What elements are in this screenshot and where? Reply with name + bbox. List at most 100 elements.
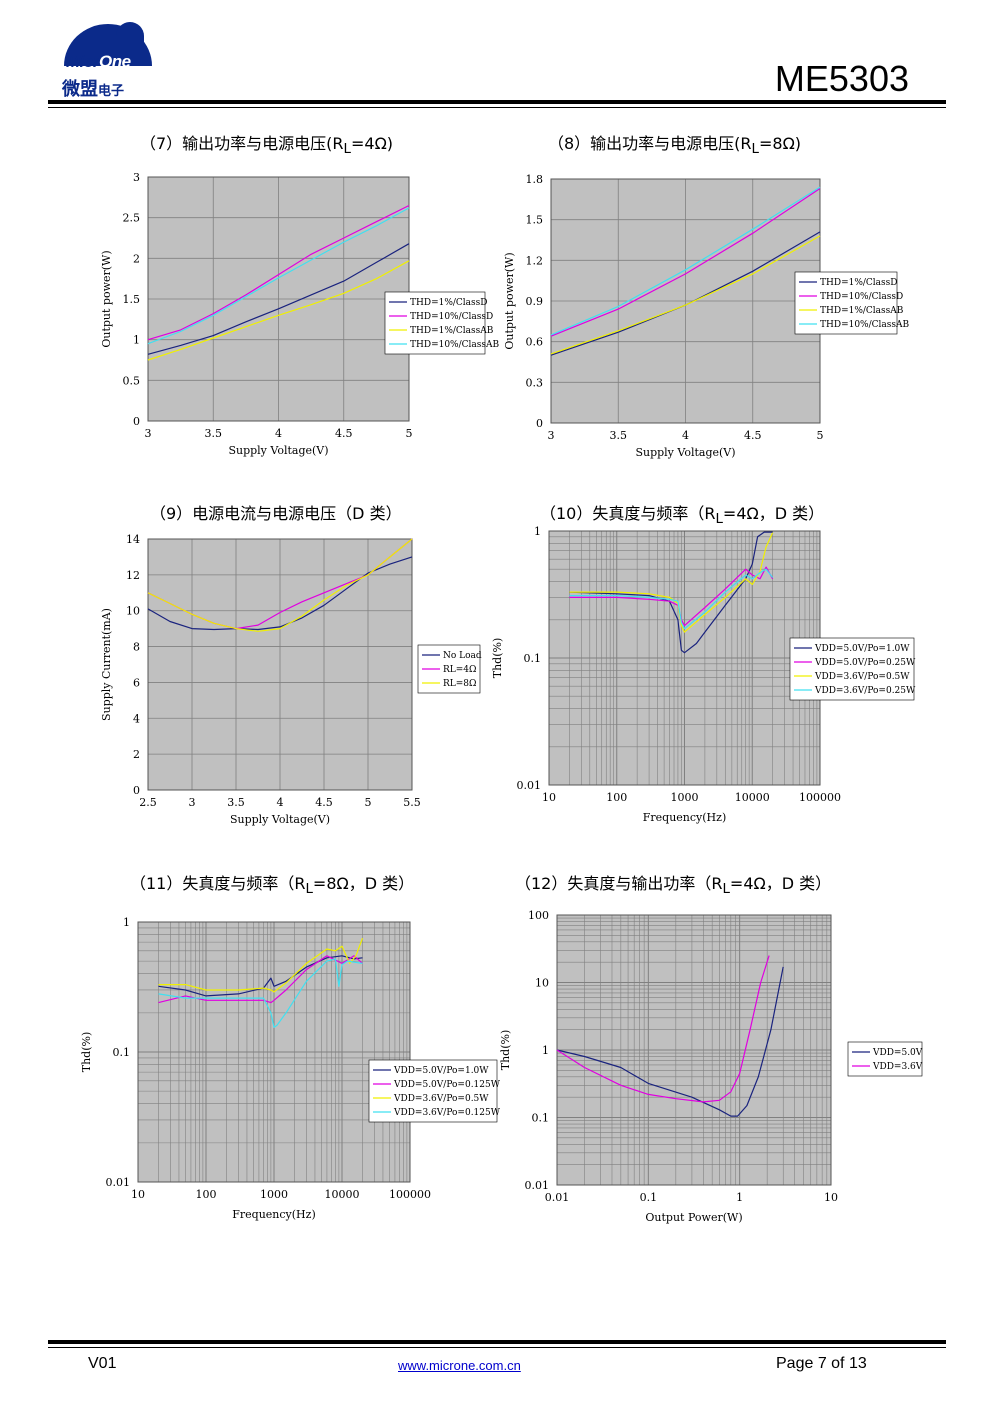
y-tick-label: 0 <box>133 415 140 428</box>
y-tick-label: 4 <box>133 712 140 725</box>
x-tick-label: 10 <box>131 1188 145 1201</box>
series-line-3 <box>158 937 364 993</box>
chart-12-title-post: =4Ω，D 类） <box>729 874 832 893</box>
chart-8-title-pre: （8）输出功率与电源电压(R <box>548 134 752 153</box>
legend: VDD=5.0V VDD=3.6V <box>847 1041 923 1077</box>
plot-frame <box>137 921 411 1183</box>
series-line-1 <box>147 556 413 631</box>
x-tick-label: 10000 <box>735 791 770 804</box>
chart-7-title-post: =4Ω) <box>350 134 394 153</box>
y-tick-label: 0.01 <box>525 1179 550 1192</box>
x-tick-label: 1000 <box>260 1188 288 1201</box>
x-tick-label: 5.5 <box>403 796 421 809</box>
y-tick-label: 0.1 <box>524 652 542 665</box>
x-axis-label: Supply Voltage(V) <box>635 446 735 459</box>
series-line-1 <box>158 955 363 997</box>
chart-10-title: （10）失真度与频率（RL=4Ω，D 类） <box>540 500 824 527</box>
y-tick-label: 0.3 <box>526 376 544 389</box>
x-tick-label: 5 <box>817 429 824 442</box>
x-tick-label: 10 <box>824 1191 838 1204</box>
x-axis-label: Supply Voltage(V) <box>228 444 328 457</box>
chart-10-title-pre: （10）失真度与频率（R <box>540 504 716 523</box>
series-line-2 <box>556 955 770 1103</box>
legend: THD=1%/ClassD THD=10%/ClassD THD=1%/ClassA… <box>794 271 910 335</box>
series-line-2 <box>550 188 821 337</box>
legend-label: VDD=3.6V/Po=0.5W <box>393 1094 489 1104</box>
y-tick-label: 10 <box>535 977 549 990</box>
document-title: ME5303 <box>774 58 909 99</box>
series-line-4 <box>158 958 363 1028</box>
series-line-1 <box>147 243 410 355</box>
y-tick-label: 0.01 <box>106 1176 131 1189</box>
x-tick-label: 3 <box>145 427 152 440</box>
legend: No Load RL=4Ω RL=8Ω <box>417 644 482 694</box>
legend-label: THD=10%/ClassAB <box>820 320 910 330</box>
x-tick-label: 10000 <box>325 1188 360 1201</box>
series-line-2 <box>158 955 363 1004</box>
chart-7-title-sub: L <box>343 142 351 158</box>
y-tick-label: 14 <box>126 533 140 546</box>
chart-11-title-post: =8Ω，D 类） <box>312 874 415 893</box>
y-axis-label: Output power(W) <box>503 252 516 349</box>
y-tick-label: 100 <box>528 909 549 922</box>
legend-label: THD=1%/ClassD <box>820 278 898 288</box>
x-tick-label: 4.5 <box>315 796 333 809</box>
y-tick-label: 1 <box>133 334 140 347</box>
legend: VDD=5.0V/Po=1.0W VDD=5.0V/Po=0.25W VDD=3.6… <box>789 637 916 701</box>
legend-label: VDD=5.0V <box>872 1048 923 1058</box>
series-line-4 <box>569 568 774 630</box>
x-tick-label: 4 <box>277 796 284 809</box>
x-tick-label: 2.5 <box>139 796 157 809</box>
y-tick-label: 0.9 <box>526 295 544 308</box>
x-tick-label: 4.5 <box>744 429 762 442</box>
footer-rule-thin <box>48 1347 946 1348</box>
y-tick-label: 2.5 <box>123 212 141 225</box>
legend-label: VDD=5.0V/Po=0.125W <box>393 1080 501 1090</box>
series-line-3 <box>550 235 821 355</box>
chart-8-title-sub: L <box>751 142 759 158</box>
legend-label: RL=8Ω <box>443 679 476 689</box>
legend-label: VDD=3.6V <box>872 1062 923 1072</box>
y-tick-label: 0.1 <box>532 1112 550 1125</box>
header-rule <box>48 100 946 104</box>
chart-10-title-post: =4Ω，D 类） <box>722 504 825 523</box>
footer-rule <box>48 1340 946 1344</box>
x-axis-label: Output Power(W) <box>645 1211 742 1224</box>
legend-label: THD=1%/ClassAB <box>820 306 904 316</box>
x-tick-label: 100 <box>196 1188 217 1201</box>
x-tick-label: 3 <box>548 429 555 442</box>
chart-7-title: （7）输出功率与电源电压(RL=4Ω) <box>140 130 393 157</box>
y-tick-label: 0 <box>133 784 140 797</box>
y-axis-label: Thd(%) <box>80 1032 93 1073</box>
y-tick-label: 0.6 <box>526 336 544 349</box>
x-axis-label: Supply Voltage(V) <box>230 813 330 826</box>
chart-8-title: （8）输出功率与电源电压(RL=8Ω) <box>548 130 801 157</box>
legend-label: VDD=3.6V/Po=0.125W <box>393 1108 501 1118</box>
y-tick-label: 1.5 <box>123 293 141 306</box>
x-tick-label: 5 <box>406 427 413 440</box>
legend-label: THD=1%/ClassD <box>410 298 488 308</box>
chart-12-title-pre: （12）失真度与输出功率（R <box>515 874 723 893</box>
y-tick-label: 1 <box>123 916 130 929</box>
x-tick-label: 4 <box>275 427 282 440</box>
y-tick-label: 0.1 <box>113 1046 131 1059</box>
legend: VDD=5.0V/Po=1.0W VDD=5.0V/Po=0.125W VDD=3.… <box>368 1059 501 1123</box>
x-tick-label: 4.5 <box>335 427 353 440</box>
y-tick-label: 0.5 <box>123 374 141 387</box>
y-tick-label: 1.2 <box>526 254 544 267</box>
legend: THD=1%/ClassD THD=10%/ClassD THD=1%/ClassA… <box>384 291 500 355</box>
chart-11-title: （11）失真度与频率（RL=8Ω，D 类） <box>130 870 414 897</box>
x-tick-label: 0.01 <box>545 1191 570 1204</box>
logo-chinese-main: 微盟 <box>62 79 98 100</box>
footer-website-link[interactable]: www.microne.com.cn <box>398 1358 521 1373</box>
y-tick-label: 0.01 <box>517 779 542 792</box>
x-axis-label: Frequency(Hz) <box>232 1208 315 1221</box>
legend-label: THD=10%/ClassD <box>820 292 903 302</box>
x-tick-label: 3.5 <box>227 796 245 809</box>
x-tick-label: 3 <box>189 796 196 809</box>
